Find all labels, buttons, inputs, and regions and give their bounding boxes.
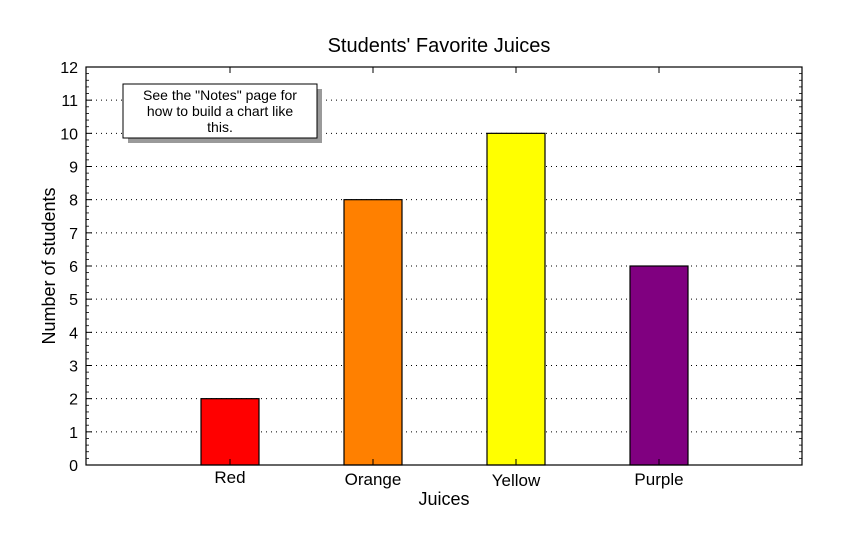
y-tick-label-7: 7 <box>69 226 78 243</box>
y-tick-label-12: 12 <box>60 60 78 77</box>
y-tick-label-2: 2 <box>69 392 78 409</box>
x-tick-label-yellow: Yellow <box>492 471 541 490</box>
x-tick-label-purple: Purple <box>634 470 683 489</box>
chart-title: Students' Favorite Juices <box>328 35 551 57</box>
y-tick-label-3: 3 <box>69 359 78 376</box>
y-tick-label-4: 4 <box>69 325 78 342</box>
x-tick-label-orange: Orange <box>345 470 402 489</box>
y-tick-label-8: 8 <box>69 193 78 210</box>
x-tick-label-red: Red <box>214 468 245 487</box>
annotation-line-2: how to build a chart like <box>147 103 294 119</box>
y-tick-label-5: 5 <box>69 292 78 309</box>
y-tick-label-9: 9 <box>69 160 78 177</box>
ticks <box>86 66 802 466</box>
y-tick-label-1: 1 <box>69 425 78 442</box>
bar-orange <box>343 199 403 466</box>
x-axis-label: Juices <box>418 489 469 509</box>
grid-lines <box>86 99 802 433</box>
annotation-box: See the "Notes" page for how to build a … <box>122 83 322 143</box>
annotation-frame <box>122 83 318 139</box>
y-tick-label-0: 0 <box>69 458 78 475</box>
bar-yellow <box>486 132 546 466</box>
bars <box>200 132 689 466</box>
y-axis-label: Number of students <box>39 187 59 344</box>
bar-red <box>200 398 260 466</box>
annotation-line-1: See the "Notes" page for <box>143 87 297 103</box>
annotation-line-3: this. <box>207 119 233 135</box>
bar-purple <box>629 265 689 466</box>
y-tick-label-6: 6 <box>69 259 78 276</box>
y-tick-label-11: 11 <box>61 93 78 110</box>
y-tick-label-10: 10 <box>60 126 78 143</box>
